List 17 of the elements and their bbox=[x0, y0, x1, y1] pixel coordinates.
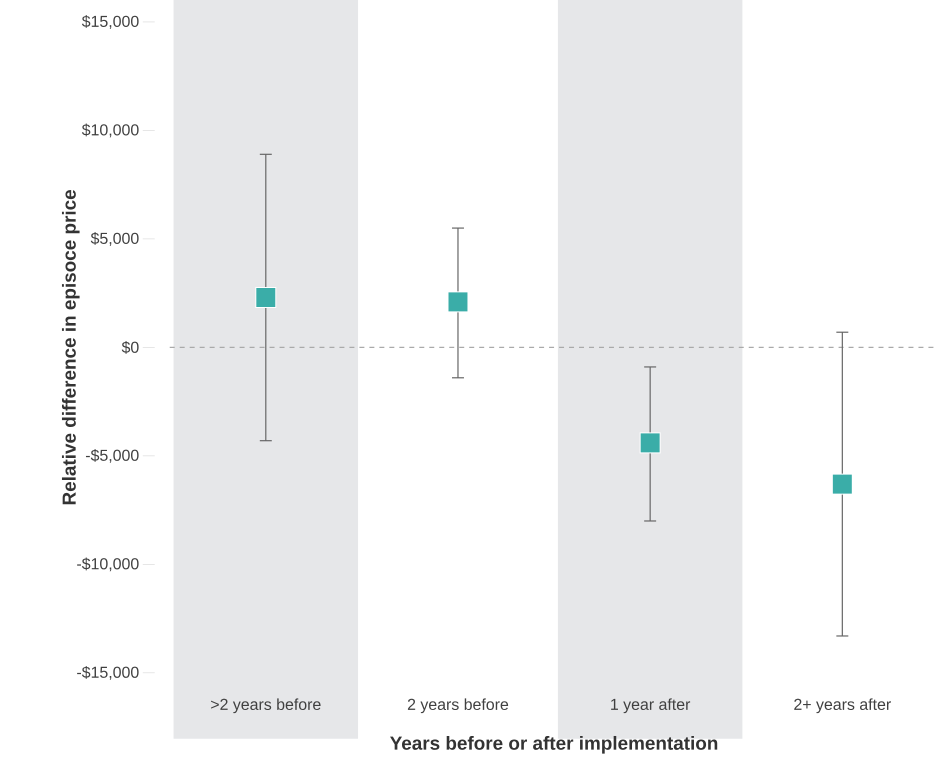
x-tick-label: 1 year after bbox=[611, 698, 690, 714]
point bbox=[255, 287, 276, 308]
x-tick-label: >2 years before bbox=[211, 698, 321, 714]
point bbox=[447, 292, 468, 312]
y-tick-label: -$10,000 bbox=[77, 558, 139, 572]
y-axis-title: Relative difference in episoce price bbox=[62, 190, 80, 504]
x-tick-label: 2+ years after bbox=[794, 698, 891, 714]
x-axis-title: Years before or after implementation bbox=[390, 736, 718, 754]
y-tick-label: $0 bbox=[122, 341, 139, 354]
point bbox=[832, 474, 853, 495]
y-tick-label: -$15,000 bbox=[77, 666, 139, 680]
y-tick-label: $5,000 bbox=[90, 232, 139, 246]
point bbox=[640, 432, 661, 454]
y-tick-label: $15,000 bbox=[82, 15, 139, 30]
y-tick-label: -$5,000 bbox=[86, 449, 139, 463]
y-tick-label: $10,000 bbox=[82, 124, 139, 138]
x-tick-label: 2 years before bbox=[408, 698, 508, 714]
